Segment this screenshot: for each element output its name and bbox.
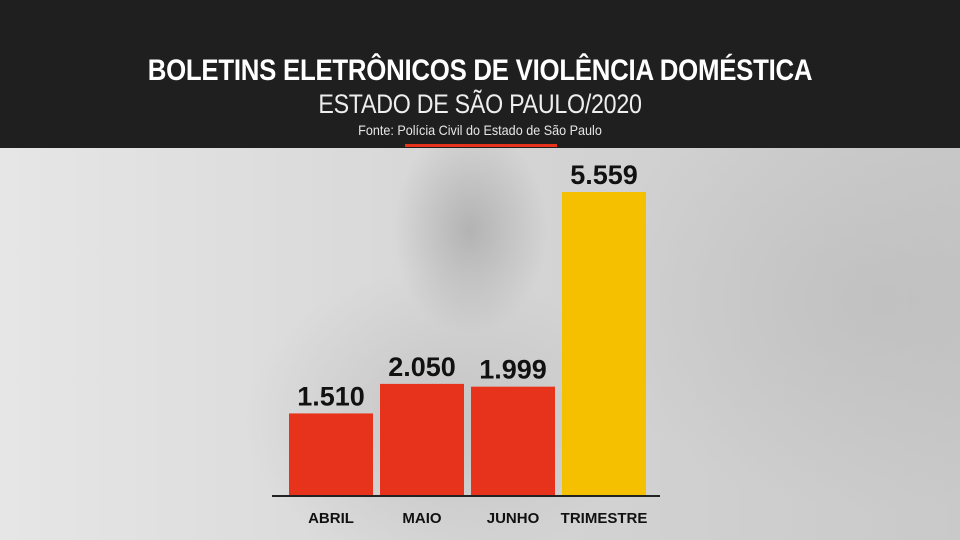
value-label-trimestre: 5.559 <box>570 160 638 190</box>
category-label-junho: JUNHO <box>487 510 540 527</box>
category-label-maio: MAIO <box>402 510 441 527</box>
value-label-abril: 1.510 <box>297 381 365 411</box>
accent-underline <box>405 144 557 147</box>
source-note: Fonte: Polícia Civil do Estado de São Pa… <box>358 122 602 138</box>
category-label-trimestre: TRIMESTRE <box>561 510 648 527</box>
bar-trimestre <box>562 192 646 496</box>
labels-group: 1.510 ABRIL 2.050 MAIO 1.999 JUNHO 5.559 TRIMES… <box>297 160 647 527</box>
bar-junho <box>471 386 555 496</box>
bar-maio <box>380 383 464 496</box>
title-banner: BOLETINS ELETRÔNICOS DE VIOLÊNCIA DOMÉST… <box>0 0 960 148</box>
chart-title: BOLETINS ELETRÔNICOS DE VIOLÊNCIA DOMÉST… <box>147 54 813 87</box>
category-label-abril: ABRIL <box>308 510 354 527</box>
value-label-junho: 1.999 <box>479 355 547 385</box>
value-label-maio: 2.050 <box>388 352 456 382</box>
bars-group <box>289 192 646 496</box>
bar-abril <box>289 413 373 496</box>
chart-subtitle: ESTADO DE SÃO PAULO/2020 <box>318 89 642 119</box>
